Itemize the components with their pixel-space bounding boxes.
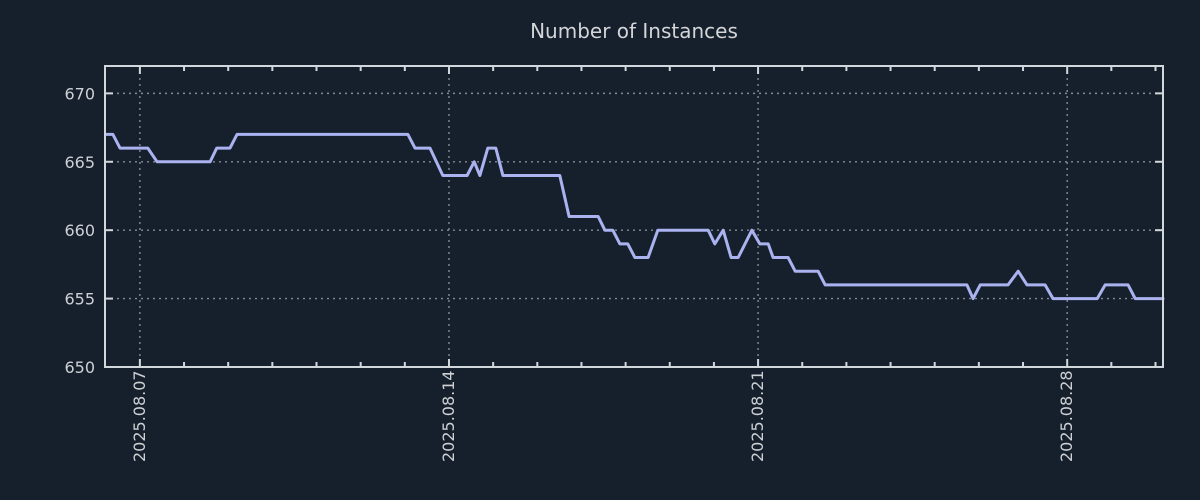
instances-line-series xyxy=(104,132,1165,301)
y-axis-tick-labels: 650 655 660 665 670 xyxy=(64,84,95,377)
svg-text:2025.08.21: 2025.08.21 xyxy=(748,370,767,462)
svg-text:2025.08.14: 2025.08.14 xyxy=(439,370,458,462)
chart-title: Number of Instances xyxy=(530,19,738,43)
svg-text:2025.08.28: 2025.08.28 xyxy=(1057,370,1076,462)
svg-text:650: 650 xyxy=(64,358,95,377)
x-axis-tick-labels: 2025.08.07 2025.08.14 2025.08.21 2025.08.28 xyxy=(130,370,1076,462)
svg-text:2025.08.07: 2025.08.07 xyxy=(130,370,149,462)
svg-text:655: 655 xyxy=(64,290,95,309)
svg-text:660: 660 xyxy=(64,221,95,240)
svg-text:670: 670 xyxy=(64,84,95,103)
gridlines xyxy=(105,66,1163,367)
svg-text:665: 665 xyxy=(64,153,95,172)
plot-border xyxy=(104,65,1164,368)
